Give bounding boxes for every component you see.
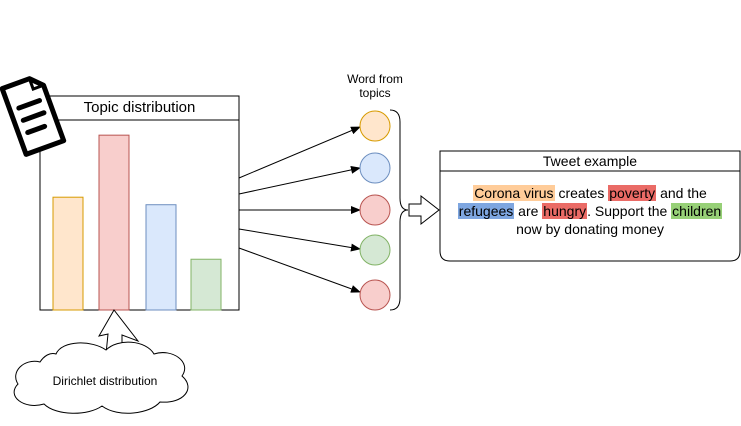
dirichlet-cloud — [13, 341, 189, 414]
word-circle-3 — [359, 194, 391, 226]
tweet-text-segment: now by donating money — [516, 221, 664, 237]
highlighted-word: hungry — [542, 203, 588, 219]
tweet-example-panel — [439, 150, 741, 262]
tweet-text-segment: creates — [554, 185, 609, 201]
topic-to-word-arrows — [238, 126, 361, 293]
topic-distribution-title: Topic distribution — [83, 99, 196, 116]
highlighted-word: refugees — [457, 203, 515, 219]
word-group-brace — [389, 109, 409, 311]
arrow-to-word-5 — [238, 247, 361, 293]
topic-bar-2 — [98, 134, 130, 311]
arrow-to-word-4 — [238, 228, 361, 252]
word-from-topics-label: Word from topics — [335, 72, 415, 100]
tweet-example-title: Tweet example — [542, 153, 638, 169]
highlighted-word: Corona virus — [473, 185, 555, 201]
topic-bar-4 — [190, 258, 222, 311]
topic-bar-1 — [52, 196, 84, 311]
arrow-to-word-1 — [238, 126, 361, 179]
to-tweet-arrow — [408, 194, 440, 226]
word-circle-5 — [359, 279, 391, 311]
tweet-panel-frame — [439, 150, 741, 262]
word-circle-2 — [359, 152, 391, 184]
word-from-topics-line-1: Word from — [347, 72, 403, 86]
highlighted-word: children — [671, 203, 723, 219]
document-icon — [0, 76, 67, 157]
topic-bar-3 — [145, 204, 177, 311]
tweet-text-segment: . Support the — [587, 203, 672, 219]
dirichlet-distribution-label: Dirichlet distribution — [52, 374, 158, 388]
word-circle-4 — [359, 234, 391, 266]
word-from-topics-line-2: topics — [359, 86, 391, 100]
word-circles — [359, 110, 391, 311]
highlighted-word: poverty — [608, 185, 657, 201]
word-circle-1 — [359, 110, 391, 142]
tweet-text-segment: are — [514, 203, 543, 219]
tweet-example-text: Corona virus creates poverty and the ref… — [444, 184, 736, 238]
arrow-to-word-2 — [238, 165, 361, 195]
tweet-text-segment: and the — [656, 185, 707, 201]
